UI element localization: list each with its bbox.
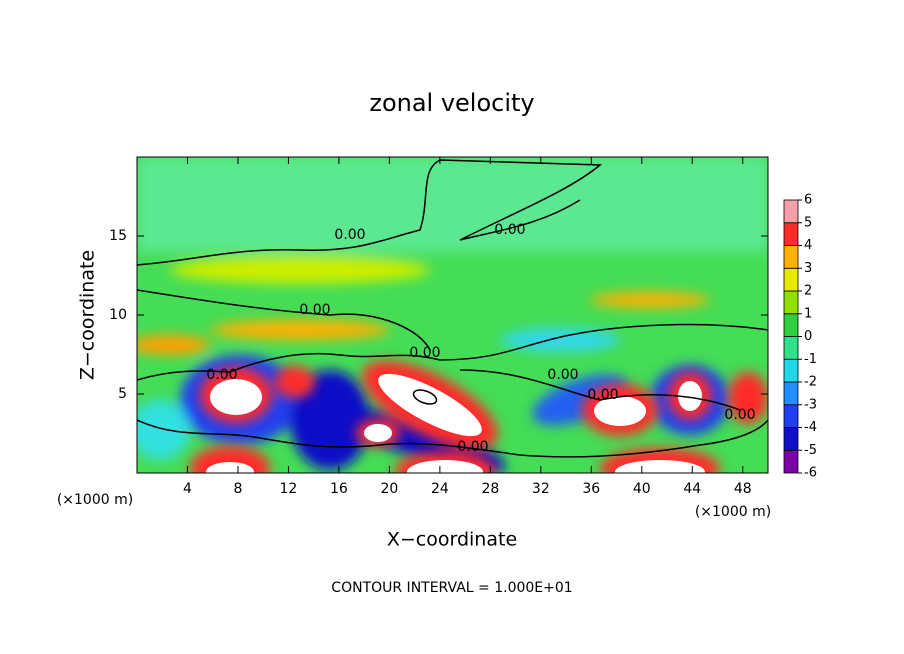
colorbar-band — [783, 245, 799, 269]
contour-label: 0.00 — [334, 227, 365, 243]
colorbar-band — [783, 381, 799, 406]
x-tick-label: 16 — [330, 481, 348, 497]
colorbar-label: -4 — [804, 420, 817, 435]
y-tick-label: 15 — [109, 228, 127, 244]
colorbar-label: 5 — [804, 215, 812, 230]
footnote: CONTOUR INTERVAL = 1.000E+01 — [331, 580, 572, 596]
colorbar-band — [783, 222, 799, 246]
x-tick-label: 12 — [280, 481, 298, 497]
contour-field — [137, 157, 768, 473]
contour-label: 0.00 — [206, 367, 237, 383]
y-unit: (×1000 m) — [57, 492, 133, 508]
colorbar-label: -2 — [804, 375, 817, 390]
x-tick-label: 40 — [633, 481, 651, 497]
x-tick-label: 20 — [380, 481, 398, 497]
x-tick-label: 4 — [183, 481, 192, 497]
colorbar-label: 0 — [804, 329, 812, 344]
contour-label: 0.00 — [587, 387, 618, 403]
contour-label: 0.00 — [724, 407, 755, 423]
colorbar-label: 3 — [804, 261, 812, 276]
colorbar-label: 1 — [804, 306, 812, 321]
x-tick-label: 48 — [734, 481, 752, 497]
colorbar-band — [783, 313, 799, 337]
colorbar-band — [783, 358, 799, 383]
colorbar-label: -3 — [804, 397, 817, 412]
colorbar-label: -5 — [804, 443, 817, 458]
colorbar-label: 4 — [804, 238, 812, 253]
colorbar-band — [783, 336, 799, 360]
colorbar-band — [783, 427, 799, 451]
x-axis-label: X−coordinate — [387, 529, 517, 551]
contour-label: 0.00 — [409, 345, 440, 361]
x-unit: (×1000 m) — [695, 504, 771, 520]
contour-label: 0.00 — [494, 222, 525, 238]
contour-label: 0.00 — [299, 302, 330, 318]
contour-label: 0.00 — [457, 439, 488, 455]
x-tick-label: 32 — [532, 481, 550, 497]
x-tick-label: 28 — [481, 481, 499, 497]
x-tick-label: 44 — [683, 481, 701, 497]
contour-label: 0.00 — [547, 367, 578, 383]
colorbar-label: -6 — [804, 466, 817, 481]
y-tick-label: 10 — [109, 307, 127, 323]
colorbar-band — [783, 449, 799, 474]
colorbar-band — [783, 404, 799, 428]
colorbar-label: 2 — [804, 284, 812, 299]
colorbar-band — [783, 290, 799, 315]
colorbar-label: -1 — [804, 352, 817, 367]
y-tick-label: 5 — [118, 386, 127, 402]
y-axis-label: Z−coordinate — [77, 250, 99, 380]
colorbar-band — [783, 267, 799, 292]
colorbar-band — [783, 199, 799, 224]
x-tick-label: 24 — [431, 481, 449, 497]
x-tick-label: 36 — [582, 481, 600, 497]
chart-title: zonal velocity — [369, 89, 534, 117]
colorbar-label: 6 — [804, 193, 812, 208]
x-tick-label: 8 — [233, 481, 242, 497]
